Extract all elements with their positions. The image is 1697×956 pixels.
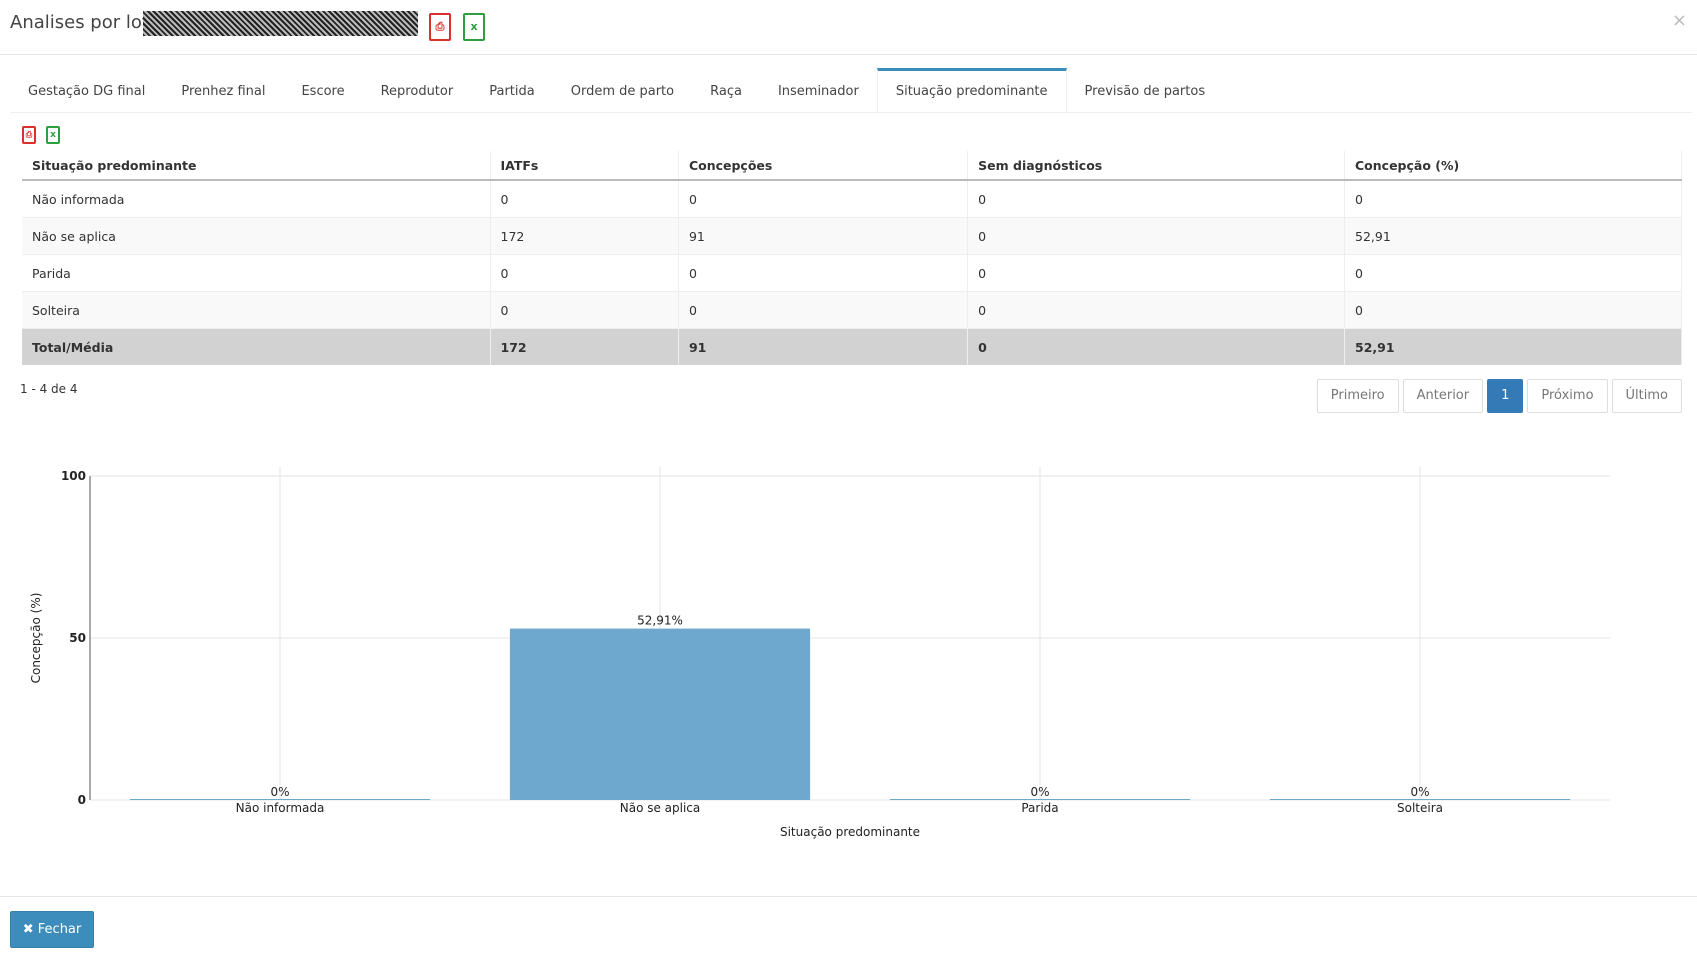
row: Não informada 0 0 0 0 [22,179,1682,218]
x-tick-label: Não se aplica [620,801,701,815]
excel-icon[interactable]: x [46,126,60,144]
cell: Não informada [22,179,491,218]
value-label: 0% [270,785,289,799]
close-label: Fechar [37,922,82,937]
cell: Solteira [22,291,491,329]
cell: Parida [22,254,491,292]
cell: Não se aplica [22,217,491,255]
cell: 0 [967,179,1345,218]
cell: 91 [678,328,969,365]
cell: 0 [967,291,1345,329]
column-header[interactable]: Sem diagnósticos [967,151,1345,181]
bar [509,628,811,800]
cell: 0 [490,291,679,329]
pdf-icon[interactable]: ⎙ [22,126,36,144]
cell: Total/Média [22,328,491,365]
cell: 0 [678,254,969,292]
page-button[interactable]: Último [1611,379,1682,413]
row: Não se aplica 172 91 0 52,91 [22,217,1682,255]
x-tick-label: Solteira [1397,801,1443,815]
title: Analises por lotes [10,12,170,33]
pagination: Primeiro Anterior 1 Próximo Último [1316,379,1682,413]
redacted [143,11,418,36]
x-tick-label: Parida [1021,801,1058,815]
column-header[interactable]: IATFs [490,151,679,181]
column-header[interactable]: Concepções [678,151,969,181]
cell: 0 [967,254,1345,292]
total-row: Total/Média 172 91 0 52,91 [22,328,1682,365]
value-label: 52,91% [637,614,683,628]
bar [129,799,431,800]
cell: 0 [967,217,1345,255]
page-button[interactable]: Anterior [1402,379,1484,413]
tabs: Gestação DG final Prenhez final Escore Repr… [10,68,1692,113]
cell: 0 [490,254,679,292]
page-button[interactable]: 1 [1487,379,1524,413]
column-header[interactable]: Situação predominante [22,151,491,181]
x-tick-label: Não informada [236,801,325,815]
header: Analises por lotes ⎙ x × [0,0,1697,55]
tab[interactable]: Gestação DG final [28,84,146,99]
tab[interactable]: Escore [301,84,345,99]
cell: 0 [678,291,969,329]
cell: 52,91 [1344,328,1682,365]
tab[interactable]: Raça [710,84,742,99]
value-label: 0% [1030,785,1049,799]
cell: 172 [490,328,679,365]
close[interactable]: × [1671,10,1687,31]
value-label: 0% [1410,785,1429,799]
tab[interactable]: Inseminador [777,84,859,99]
cell: 0 [1344,179,1682,218]
tab[interactable]: Partida [489,84,535,99]
cell: 172 [490,217,679,255]
bar [889,799,1191,800]
row: Solteira 0 0 0 0 [22,291,1682,329]
cell: 91 [678,217,969,255]
y-axis-title: Concepção (%) [29,593,43,684]
cell: 0 [490,179,679,218]
bar [1269,799,1571,800]
row: Parida 0 0 0 0 [22,254,1682,292]
tab[interactable]: Ordem de parto [570,84,675,99]
tab[interactable]: Prenhez final [181,84,266,99]
page-button[interactable]: Próximo [1527,379,1608,413]
y-tick-label: 100 [61,469,86,483]
cell: 0 [1344,254,1682,292]
cell: 0 [967,328,1345,365]
table: Situação predominante IATFs Concepções Sem … [22,151,1682,365]
cell: 0 [678,179,969,218]
y-tick-label: 50 [69,631,86,645]
tab[interactable]: Situação predominante [876,68,1067,112]
tab[interactable]: Previsão de partos [1084,84,1206,99]
header-row: Situação predominante IATFs Concepções Sem … [22,151,1682,181]
page-info: 1 - 4 de 4 [20,382,78,396]
excel-icon[interactable]: x [463,13,485,41]
cell: 52,91 [1344,217,1682,255]
pdf-icon[interactable]: ⎙ [429,13,451,41]
tab[interactable]: Reprodutor [380,84,454,99]
cell: 0 [1344,291,1682,329]
page-button[interactable]: Primeiro [1316,379,1399,413]
y-tick-label: 0 [78,793,86,807]
x-axis-title: Situação predominante [780,825,920,839]
close-button[interactable]: ✖ Fechar [10,911,94,948]
footer [0,896,1697,897]
column-header[interactable]: Concepção (%) [1344,151,1682,181]
chart: 0 50 100 Não informada 0% Não se aplica 52,91%… [29,466,1610,839]
